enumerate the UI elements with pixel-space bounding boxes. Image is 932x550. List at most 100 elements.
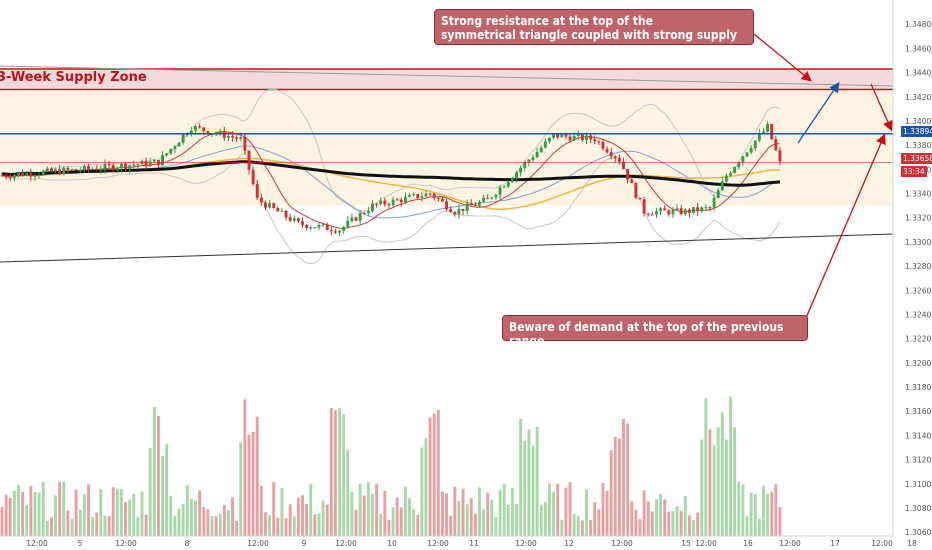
candle-body: [675, 208, 679, 210]
volume-bar: [25, 505, 29, 536]
candle-body: [589, 135, 593, 140]
volume-bar: [457, 500, 461, 536]
time-tick-label: 12:00: [611, 539, 633, 548]
volume-bar: [103, 515, 107, 536]
volume-bar: [317, 513, 321, 536]
candle-body: [634, 182, 638, 198]
volume-bar: [346, 450, 350, 536]
volume-bar: [762, 485, 765, 536]
volume-bar: [276, 517, 280, 536]
candle-body: [124, 163, 127, 169]
candle-body: [45, 168, 49, 172]
projection-down-arrow: [870, 83, 893, 132]
candle-body: [486, 197, 490, 199]
volume-bar: [82, 494, 86, 536]
time-tick-label: 17: [830, 539, 840, 548]
candle-body: [317, 225, 321, 228]
volume-bar: [70, 518, 74, 536]
candle-body: [506, 182, 510, 187]
volume-bar: [399, 507, 403, 536]
candle-body: [465, 203, 469, 212]
volume-bar: [733, 427, 737, 536]
candle-body: [296, 218, 300, 222]
volume-bar: [140, 491, 144, 536]
candle-body: [74, 169, 78, 171]
candle-body: [185, 134, 189, 136]
candle-body: [659, 208, 663, 212]
volume-bar: [342, 414, 346, 536]
volume-bar: [650, 511, 654, 536]
candle-body: [597, 141, 601, 143]
volume-bar: [321, 500, 325, 536]
candle-body: [720, 181, 724, 191]
candle-body: [333, 231, 337, 233]
candle-body: [17, 173, 20, 176]
candle-body: [128, 165, 132, 169]
volume-bar: [350, 491, 354, 536]
candle-body: [432, 193, 436, 198]
candle-body: [321, 224, 325, 226]
candle-body: [478, 201, 481, 206]
volume-bar: [107, 516, 111, 536]
candle-body: [391, 199, 395, 205]
resistance-callout: Strong resistance at the top of the symm…: [434, 9, 754, 56]
volume-bar: [424, 438, 428, 536]
candle-body: [494, 194, 498, 198]
candle-body: [663, 208, 667, 211]
bollinger-upper: [1, 88, 781, 212]
volume-bar: [329, 407, 333, 536]
candle-body: [679, 208, 683, 215]
volume-bar: [251, 431, 255, 536]
resistance-callout-line2: symmetrical triangle coupled with strong…: [441, 28, 738, 56]
candle-body: [379, 200, 383, 205]
candle-body: [268, 203, 272, 208]
candle-body: [753, 140, 757, 149]
volume-bar: [741, 484, 745, 536]
candle-body: [687, 209, 691, 213]
candle-body: [527, 159, 531, 163]
price-tick-label: 1.32200: [905, 335, 932, 344]
candle-body: [239, 137, 243, 139]
volume-bar: [136, 517, 140, 536]
candle-body: [655, 211, 658, 215]
volume-bar: [745, 516, 749, 536]
price-tick-label: 1.31400: [905, 431, 932, 440]
candle-body: [173, 146, 177, 149]
last-price-tag: 1.33658: [901, 153, 932, 164]
volume-bar: [78, 509, 82, 536]
candle-body: [395, 199, 399, 201]
candle-body: [408, 195, 411, 197]
volume-bar: [268, 515, 272, 536]
volume-bar: [605, 490, 609, 536]
candle-body: [37, 174, 41, 176]
volume-bar: [461, 489, 465, 536]
time-tick-label: 8: [185, 539, 190, 548]
time-tick-label: 12:00: [115, 539, 137, 548]
candle-body: [708, 207, 712, 209]
candle-body: [91, 168, 95, 170]
volume-bar: [132, 493, 136, 536]
candle-body: [552, 133, 556, 138]
volume-bar: [515, 504, 518, 536]
time-tick-label: 5: [78, 539, 83, 548]
candle-body: [309, 227, 313, 229]
candle-body: [490, 197, 494, 199]
volume-bar: [572, 513, 576, 536]
volume-bar: [539, 504, 543, 536]
candle-body: [741, 156, 745, 163]
candle-body: [712, 198, 716, 208]
volume-bar: [115, 488, 119, 536]
volume-bar: [556, 483, 560, 536]
candle-body: [99, 169, 103, 171]
volume-bar: [235, 520, 239, 536]
candle-body: [346, 220, 350, 227]
volume-bar: [494, 517, 498, 536]
volume-bar: [626, 423, 630, 536]
candle-body: [54, 169, 58, 172]
candle-body: [749, 148, 753, 153]
price-tick-label: 1.32800: [905, 262, 932, 271]
candle-body: [354, 217, 358, 221]
volume-bar: [391, 507, 395, 536]
candle-body: [441, 199, 444, 202]
